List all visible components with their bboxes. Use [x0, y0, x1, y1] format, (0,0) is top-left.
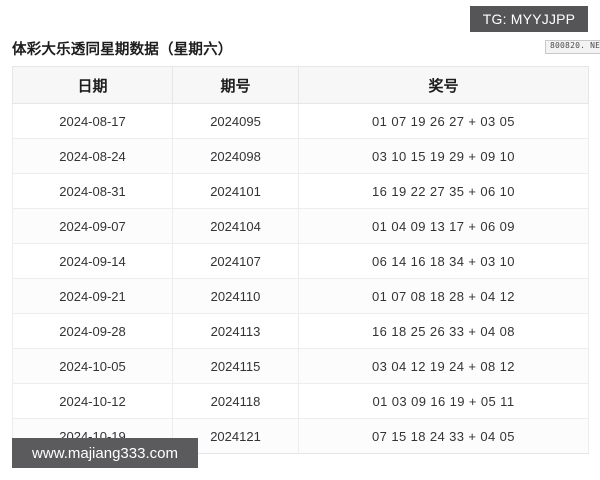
- table-row: 2024-09-21 2024110 01 07 08 18 28 + 04 12: [12, 278, 589, 314]
- table-row: 2024-08-17 2024095 01 07 19 26 27 + 03 05: [12, 103, 589, 139]
- lottery-table-container: 日期 期号 奖号 2024-08-17 2024095 01 07 19 26 27…: [12, 66, 589, 454]
- column-header-date: 日期: [12, 66, 173, 104]
- cell-issue: 2024095: [172, 103, 299, 139]
- cell-date: 2024-09-21: [12, 278, 173, 314]
- cell-date: 2024-09-28: [12, 313, 173, 349]
- cell-issue: 2024098: [172, 138, 299, 174]
- cell-date: 2024-08-24: [12, 138, 173, 174]
- net-site-watermark: 800820. NET: [545, 40, 600, 54]
- page-title: 体彩大乐透同星期数据（星期六）: [12, 42, 233, 58]
- cell-numbers: 01 04 09 13 17 + 06 09: [298, 208, 589, 244]
- cell-date: 2024-10-05: [12, 348, 173, 384]
- cell-date: 2024-10-12: [12, 383, 173, 419]
- cell-numbers: 03 10 15 19 29 + 09 10: [298, 138, 589, 174]
- table-header-row: 日期 期号 奖号: [12, 66, 589, 104]
- table-row: 2024-08-24 2024098 03 10 15 19 29 + 09 10: [12, 138, 589, 174]
- cell-numbers: 16 18 25 26 33 + 04 08: [298, 313, 589, 349]
- cell-date: 2024-09-07: [12, 208, 173, 244]
- cell-issue: 2024101: [172, 173, 299, 209]
- cell-numbers: 07 15 18 24 33 + 04 05: [298, 418, 589, 454]
- cell-numbers: 03 04 12 19 24 + 08 12: [298, 348, 589, 384]
- table-row: 2024-10-05 2024115 03 04 12 19 24 + 08 12: [12, 348, 589, 384]
- cell-numbers: 16 19 22 27 35 + 06 10: [298, 173, 589, 209]
- table-header: 日期 期号 奖号: [12, 66, 589, 104]
- cell-numbers: 01 07 08 18 28 + 04 12: [298, 278, 589, 314]
- cell-numbers: 06 14 16 18 34 + 03 10: [298, 243, 589, 279]
- cell-issue: 2024110: [172, 278, 299, 314]
- column-header-numbers: 奖号: [298, 66, 589, 104]
- table-row: 2024-09-28 2024113 16 18 25 26 33 + 04 08: [12, 313, 589, 349]
- cell-date: 2024-09-14: [12, 243, 173, 279]
- table-row: 2024-10-12 2024118 01 03 09 16 19 + 05 11: [12, 383, 589, 419]
- table-row: 2024-09-07 2024104 01 04 09 13 17 + 06 09: [12, 208, 589, 244]
- table-row: 2024-09-14 2024107 06 14 16 18 34 + 03 10: [12, 243, 589, 279]
- cell-issue: 2024113: [172, 313, 299, 349]
- cell-issue: 2024115: [172, 348, 299, 384]
- table-body: 2024-08-17 2024095 01 07 19 26 27 + 03 05 2…: [12, 103, 589, 454]
- cell-date: 2024-10-19: [12, 418, 173, 454]
- site-watermark: www.majiang333.com: [12, 438, 198, 468]
- table-row: 2024-10-19 2024121 07 15 18 24 33 + 04 05: [12, 418, 589, 454]
- table-row: 2024-08-31 2024101 16 19 22 27 35 + 06 10: [12, 173, 589, 209]
- cell-numbers: 01 03 09 16 19 + 05 11: [298, 383, 589, 419]
- lottery-results-table: 日期 期号 奖号 2024-08-17 2024095 01 07 19 26 27…: [12, 66, 589, 454]
- column-header-issue: 期号: [172, 66, 299, 104]
- telegram-watermark: TG: MYYJJPP: [470, 6, 588, 32]
- cell-date: 2024-08-31: [12, 173, 173, 209]
- cell-date: 2024-08-17: [12, 103, 173, 139]
- cell-issue: 2024118: [172, 383, 299, 419]
- cell-issue: 2024107: [172, 243, 299, 279]
- cell-issue: 2024104: [172, 208, 299, 244]
- cell-numbers: 01 07 19 26 27 + 03 05: [298, 103, 589, 139]
